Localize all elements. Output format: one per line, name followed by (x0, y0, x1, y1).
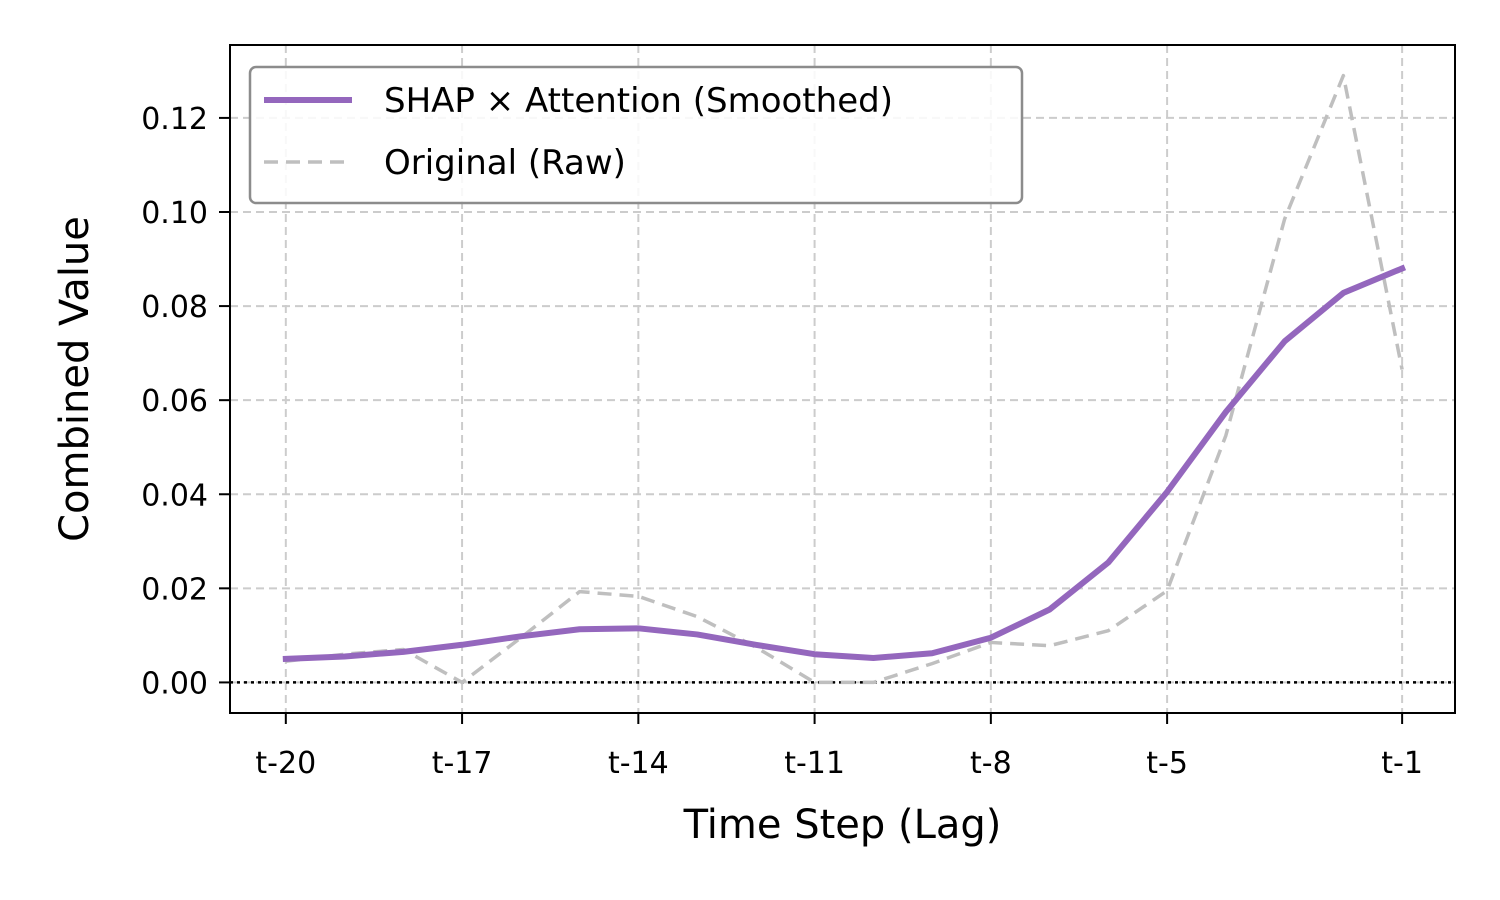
x-tick-label: t-8 (970, 746, 1012, 781)
x-tick-label: t-14 (608, 746, 669, 781)
plot-frame (229, 44, 1456, 714)
y-tick-label: 0.08 (141, 290, 208, 325)
legend-label-raw: Original (Raw) (384, 143, 626, 183)
y-tick-label: 0.06 (141, 384, 208, 419)
y-tick-label: 0.02 (141, 572, 208, 607)
x-axis-label: Time Step (Lag) (683, 802, 1002, 848)
x-tick-label: t-11 (784, 746, 845, 781)
y-tick-label: 0.04 (141, 478, 208, 513)
axis-ticks: t-20 t-17 t-14 t-11 t-8 t-5 t-1 0.00 0.02 0.04 0.0… (141, 102, 1423, 781)
legend: SHAP × Attention (Smoothed) Original (Ra… (248, 65, 1024, 205)
x-tick-label: t-1 (1381, 746, 1423, 781)
y-tick-label: 0.00 (141, 666, 208, 701)
x-tick-label: t-20 (255, 746, 316, 781)
x-tick-label: t-17 (432, 746, 493, 781)
series-line-raw (285, 73, 1404, 685)
x-tick-label: t-5 (1146, 746, 1188, 781)
legend-label-smoothed: SHAP × Attention (Smoothed) (384, 81, 893, 121)
series-lines (282, 73, 1407, 685)
y-axis-label: Combined Value (52, 216, 98, 542)
y-tick-label: 0.12 (141, 102, 208, 137)
legend-frame (248, 65, 1024, 205)
y-tick-label: 0.10 (141, 196, 208, 231)
series-line-smoothed (282, 264, 1407, 663)
